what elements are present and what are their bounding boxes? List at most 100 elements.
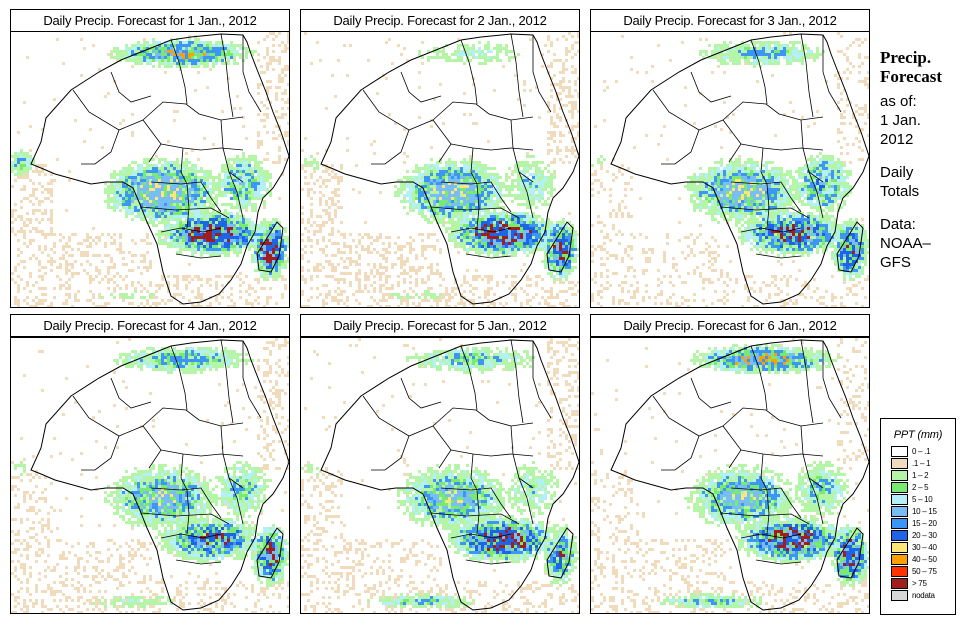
country-border: [518, 477, 534, 525]
panel-title: Daily Precip. Forecast for 6 Jan., 2012: [590, 314, 870, 337]
country-border: [766, 489, 770, 535]
country-border: [690, 71, 732, 103]
country-border: [740, 449, 824, 457]
country-border: [722, 101, 824, 121]
country-border: [160, 449, 244, 457]
africa-map: [301, 338, 579, 613]
legend-label: 1 – 2: [912, 470, 929, 480]
legend-swatch: [891, 565, 908, 577]
madagascar-outline: [546, 221, 574, 273]
country-border: [476, 183, 480, 229]
country-border: [465, 253, 512, 259]
country-border: [760, 453, 768, 491]
totals-line1: Daily: [880, 164, 914, 181]
continent-outline: [610, 33, 869, 305]
country-border: [400, 71, 442, 103]
continent-outline: [30, 339, 289, 611]
legend-title: PPT (mm): [893, 429, 943, 441]
country-border: [808, 171, 824, 219]
legend-swatch: [891, 469, 908, 481]
country-border: [450, 227, 512, 233]
country-border: [440, 487, 512, 519]
country-border: [186, 489, 190, 535]
country-border: [740, 227, 802, 233]
forecast-info: Precip. Forecast as of: 1 Jan. 2012 Dail…: [880, 48, 960, 272]
africa-map: [301, 32, 579, 307]
country-border: [800, 339, 814, 424]
precipitation-field: [591, 338, 869, 613]
country-border: [722, 407, 824, 427]
madagascar-outline: [546, 527, 574, 579]
legend-swatch: [891, 553, 908, 565]
legend-label: 2 – 5: [912, 482, 929, 492]
country-border: [228, 171, 244, 219]
country-border: [371, 129, 410, 165]
country-border: [800, 33, 814, 118]
legend-item: 15 – 20: [891, 517, 955, 529]
country-border: [760, 147, 768, 185]
precip-map: [10, 31, 290, 308]
country-border: [430, 512, 520, 525]
country-border: [220, 339, 234, 424]
precipitation-field: [301, 338, 579, 613]
legend-item: 5 – 10: [891, 493, 955, 505]
country-border: [460, 345, 478, 411]
data-source-line1: Data:: [880, 216, 916, 233]
country-border: [720, 206, 810, 219]
legend-swatch: [891, 457, 908, 469]
country-border: [510, 33, 524, 118]
africa-map: [11, 338, 289, 613]
info-title-line1: Precip.: [880, 48, 932, 67]
country-border: [532, 35, 552, 113]
country-border: [450, 449, 534, 457]
country-border: [755, 253, 802, 259]
country-border: [440, 181, 512, 213]
country-border: [186, 183, 190, 229]
country-borders: [72, 339, 262, 565]
panel-title: Daily Precip. Forecast for 4 Jan., 2012: [10, 314, 290, 337]
country-border: [142, 101, 244, 121]
continent-outline: [610, 339, 869, 611]
country-borders: [652, 339, 842, 565]
country-border: [371, 435, 410, 471]
country-border: [175, 559, 222, 565]
country-border: [465, 559, 512, 565]
country-border: [450, 143, 534, 151]
country-border: [661, 435, 700, 471]
legend-swatch: [891, 517, 908, 529]
country-border: [110, 71, 152, 103]
madagascar-outline: [256, 527, 284, 579]
country-border: [81, 129, 120, 165]
legend-item: 40 – 50: [891, 553, 955, 565]
country-border: [808, 477, 824, 525]
legend-item: 50 – 75: [891, 565, 955, 577]
precip-map: [300, 337, 580, 614]
legend-item: 0 – .1: [891, 445, 955, 457]
country-border: [220, 33, 234, 118]
as-of-date-line1: 1 Jan.: [880, 112, 921, 129]
precip-map: [300, 31, 580, 308]
country-border: [432, 101, 534, 121]
country-border: [81, 435, 120, 471]
precipitation-field: [11, 32, 289, 307]
data-source-line2: NOAA–: [880, 235, 931, 252]
country-border: [510, 119, 534, 183]
country-border: [150, 181, 222, 213]
country-border: [800, 119, 824, 183]
panel-title: Daily Precip. Forecast for 1 Jan., 2012: [10, 9, 290, 32]
country-borders: [362, 33, 552, 259]
legend-item: > 75: [891, 577, 955, 589]
legend-swatch: [891, 481, 908, 493]
legend-label: 0 – .1: [912, 446, 931, 456]
country-border: [661, 129, 700, 165]
data-source-line3: GFS: [880, 254, 911, 271]
legend-label: 30 – 40: [912, 542, 937, 552]
country-border: [720, 512, 810, 525]
madagascar-outline: [256, 221, 284, 273]
precipitation-field: [591, 32, 869, 307]
country-border: [800, 425, 824, 489]
country-border: [750, 345, 768, 411]
legend-label: 10 – 15: [912, 506, 937, 516]
madagascar-outline: [836, 221, 864, 273]
country-border: [476, 489, 480, 535]
